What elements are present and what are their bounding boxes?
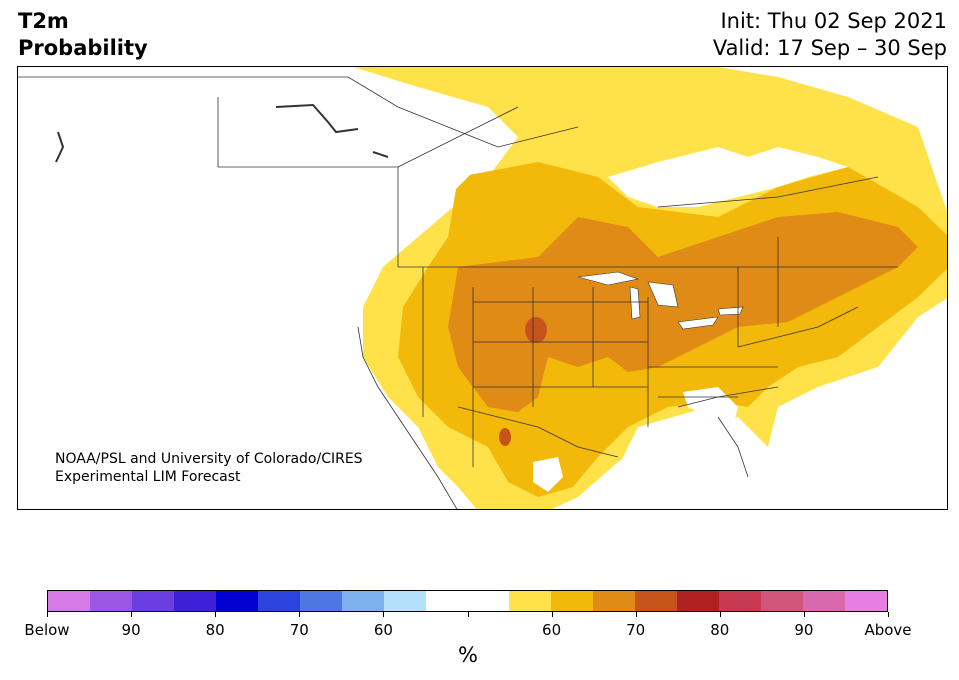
colorbar-segment-9 [425, 591, 468, 611]
colorbar-tick-label: 80 [710, 621, 730, 639]
colorbar-segment-5 [257, 591, 300, 611]
colorbar-tick [383, 612, 384, 617]
valid-range: Valid: 17 Sep – 30 Sep [712, 36, 947, 60]
colorbar-segment-8 [383, 591, 426, 611]
boundaries [18, 76, 898, 509]
colorbar-tick-label: 90 [121, 621, 141, 639]
colorbar-tick [888, 612, 889, 617]
colorbar-segment-19 [845, 591, 888, 611]
colorbar-tick-label: Below [24, 621, 70, 639]
colorbar-unit: % [458, 643, 478, 667]
colorbar-segment-13 [593, 591, 636, 611]
colorbar-segment-7 [341, 591, 384, 611]
colorbar-segment-2 [131, 591, 174, 611]
colorbar-segment-18 [803, 591, 846, 611]
colorbar-tick [552, 612, 553, 617]
colorbar-segment-12 [551, 591, 594, 611]
colorbar-tick-label: 80 [205, 621, 225, 639]
region-90pct-colorado [525, 317, 547, 343]
colorbar-tick [636, 612, 637, 617]
probability-map [17, 66, 948, 510]
colorbar-segment-16 [719, 591, 762, 611]
colorbar-segment-15 [677, 591, 720, 611]
mexico-white [533, 457, 563, 492]
lake-michigan [629, 286, 641, 320]
lake-superior [577, 271, 640, 286]
lake-huron [647, 281, 679, 308]
colorbar-segment-11 [509, 591, 552, 611]
map-canvas [18, 67, 947, 509]
colorbar-tick [131, 612, 132, 617]
region-90pct-mexico [499, 428, 511, 446]
colorbar-segment-10 [467, 591, 510, 611]
colorbar-tick-label: 60 [542, 621, 562, 639]
colorbar-segment-0 [48, 591, 90, 611]
credit-text: NOAA/PSL and University of Colorado/CIRE… [55, 450, 363, 486]
colorbar-tick-label: 60 [373, 621, 393, 639]
colorbar-tick [804, 612, 805, 617]
colorbar-tick-label: Above [864, 621, 912, 639]
colorbar-segment-3 [173, 591, 216, 611]
colorbar-tick [468, 612, 469, 617]
product-label: Probability [18, 36, 148, 60]
region-80pct [448, 212, 918, 412]
pacific-white [18, 327, 457, 509]
credit-line-2: Experimental LIM Forecast [55, 469, 241, 485]
chart-title: T2m Probability [18, 8, 148, 62]
hudson-bay [608, 147, 848, 207]
variable-label: T2m [18, 9, 69, 33]
colorbar-tick-label: 90 [794, 621, 814, 639]
date-info: Init: Thu 02 Sep 2021 Valid: 17 Sep – 30… [713, 8, 947, 62]
atlantic-white [778, 308, 947, 509]
colorbar-segment-6 [299, 591, 342, 611]
colorbar [47, 590, 888, 612]
colorbar-segment-17 [761, 591, 804, 611]
colorbar-segment-14 [635, 591, 678, 611]
colorbar-tick [299, 612, 300, 617]
arctic-lines [55, 103, 389, 163]
colorbar-tick-label: 70 [289, 621, 309, 639]
gulf-white [578, 427, 864, 509]
arctic-white [18, 77, 498, 327]
colorbar-tick [215, 612, 216, 617]
credit-line-1: NOAA/PSL and University of Colorado/CIRE… [55, 451, 363, 467]
colorbar-tick [47, 612, 48, 617]
colorbar-tick-label: 70 [626, 621, 646, 639]
colorbar-segment-4 [215, 591, 258, 611]
init-date: Init: Thu 02 Sep 2021 [720, 9, 947, 33]
lake-ontario [717, 306, 744, 316]
colorbar-tick [720, 612, 721, 617]
lake-erie [677, 316, 719, 330]
colorbar-segment-1 [89, 591, 132, 611]
